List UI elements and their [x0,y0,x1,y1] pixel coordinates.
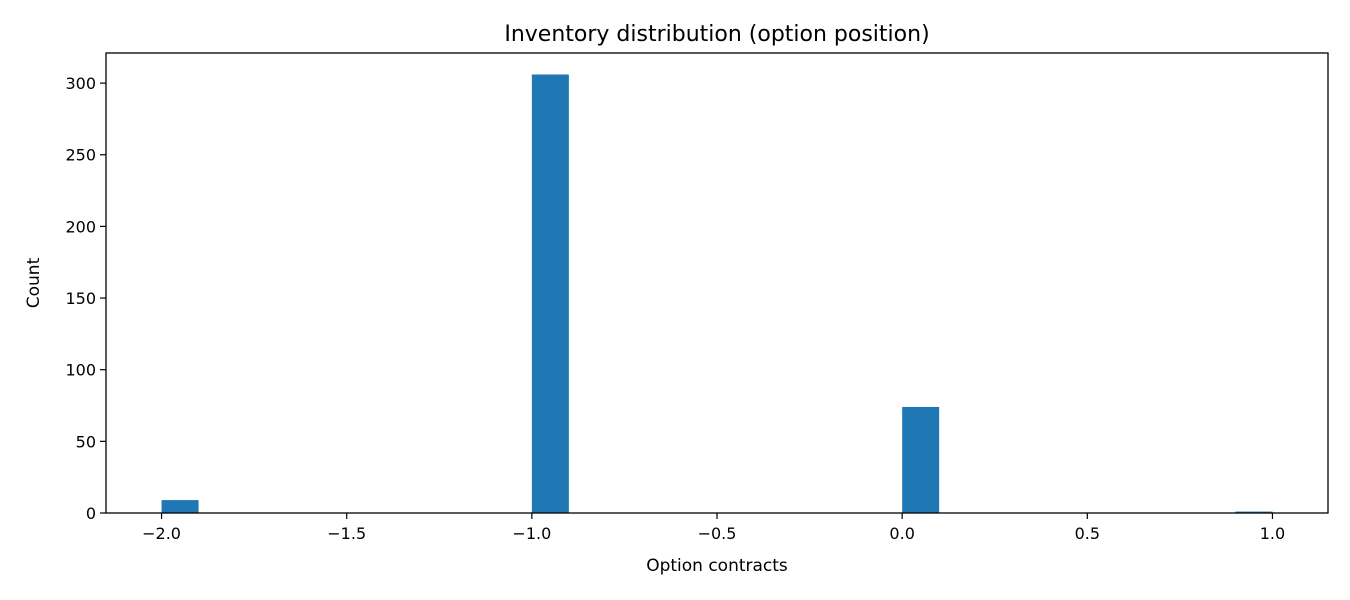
histogram-bar-1 [531,74,569,513]
y-tick-label: 100 [65,361,96,380]
plot-frame [105,52,1329,514]
x-tick-label: 0.0 [889,524,914,543]
x-tick-label: 1.0 [1260,524,1285,543]
histogram-bar-3 [1235,511,1273,513]
y-axis-ticks: 0 50 100 150 200 250 300 [65,74,106,523]
x-tick-label: 0.5 [1075,524,1100,543]
x-tick-label: −0.5 [698,524,737,543]
x-tick-label: −1.0 [512,524,551,543]
y-axis-label: Count [24,257,44,308]
bars-group [161,74,1273,513]
histogram-bar-2 [902,406,940,513]
y-tick-label: 50 [76,432,96,451]
y-tick-label: 200 [65,217,96,236]
y-tick-label: 300 [65,74,96,93]
y-tick-label: 0 [86,504,96,523]
chart-title: Inventory distribution (option position) [504,22,929,47]
x-axis-label: Option contracts [646,556,788,576]
y-tick-label: 150 [65,289,96,308]
x-tick-label: −2.0 [142,524,181,543]
histogram-bar-0 [161,500,199,513]
y-tick-label: 250 [65,146,96,165]
x-tick-label: −1.5 [327,524,366,543]
x-axis-ticks: −2.0 −1.5 −1.0 −0.5 0.0 0.5 1.0 [142,513,1285,543]
